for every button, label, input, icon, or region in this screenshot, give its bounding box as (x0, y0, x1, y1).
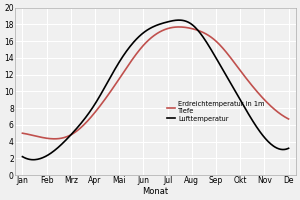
Lufttemperatur (22, 156, 25, 158)
Erdreichtemperatur in 1m
Tiefe (53, 138, 56, 140)
Line: Erdreichtemperatur in 1m
Tiefe: Erdreichtemperatur in 1m Tiefe (22, 27, 289, 139)
Erdreichtemperatur in 1m
Tiefe (287, 118, 290, 120)
Lufttemperatur (185, 20, 189, 23)
Lufttemperatur (181, 19, 184, 22)
Erdreichtemperatur in 1m
Tiefe (264, 100, 267, 102)
Lufttemperatur (180, 19, 184, 21)
Erdreichtemperatur in 1m
Tiefe (185, 26, 189, 29)
Lufttemperatur (31, 159, 35, 161)
Lufttemperatur (264, 137, 267, 140)
Erdreichtemperatur in 1m
Tiefe (21, 132, 24, 134)
Lufttemperatur (247, 113, 250, 115)
Lufttemperatur (21, 155, 24, 158)
Line: Lufttemperatur: Lufttemperatur (22, 20, 289, 160)
Erdreichtemperatur in 1m
Tiefe (22, 132, 25, 135)
Erdreichtemperatur in 1m
Tiefe (247, 80, 250, 82)
Legend: Erdreichtemperatur in 1m
Tiefe, Lufttemperatur: Erdreichtemperatur in 1m Tiefe, Lufttemp… (167, 101, 264, 122)
Erdreichtemperatur in 1m
Tiefe (177, 26, 181, 28)
Lufttemperatur (177, 19, 181, 21)
Erdreichtemperatur in 1m
Tiefe (181, 26, 184, 28)
Lufttemperatur (287, 147, 290, 149)
X-axis label: Monat: Monat (142, 187, 169, 196)
Erdreichtemperatur in 1m
Tiefe (180, 26, 184, 28)
